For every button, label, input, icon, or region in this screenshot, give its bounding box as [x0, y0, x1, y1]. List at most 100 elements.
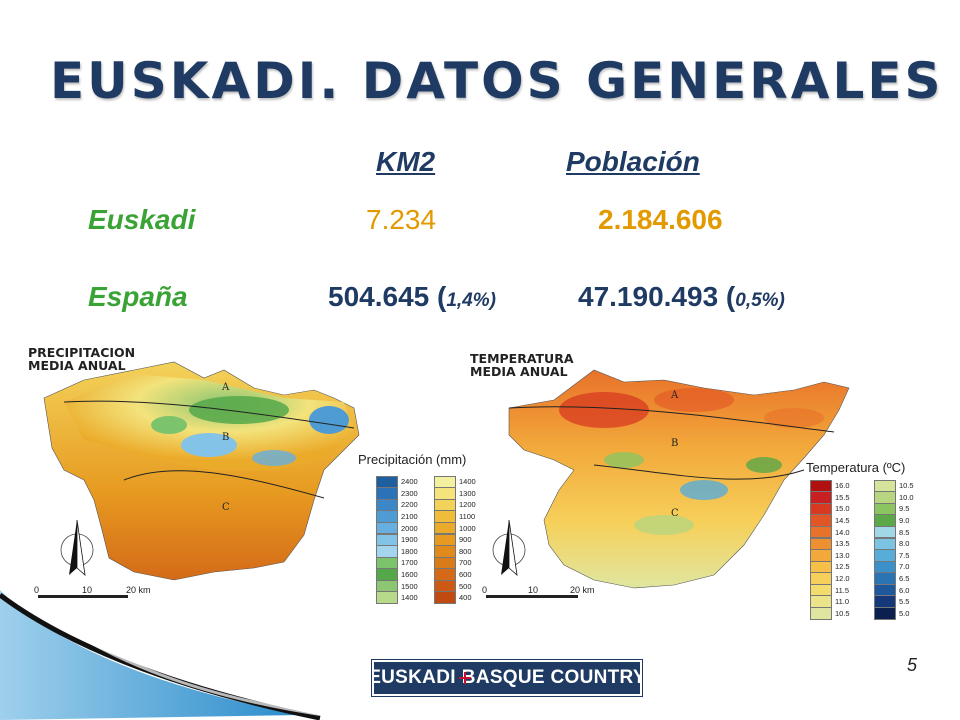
- precip-legend-row: 1400: [376, 591, 418, 604]
- espana-km2-number: 504.645 (: [328, 281, 447, 312]
- precip-legend-label: 2100: [401, 512, 418, 522]
- temp-legend-row: 14.0: [810, 525, 850, 539]
- temp-legend-label: 15.0: [835, 504, 850, 514]
- temp-legend-label: 7.5: [899, 550, 910, 560]
- precip-legend-label: 700: [459, 558, 472, 568]
- temp-legend-label: 10.0: [899, 492, 914, 502]
- precip-legend-left: 2400 2300 2200 2100 2000 1900 1800 1700 1600 1500…: [376, 475, 418, 604]
- row-label-espana: España: [88, 281, 188, 312]
- temp-legend-swatch: [874, 607, 896, 620]
- precip-legend-label: 500: [459, 581, 472, 591]
- precip-legend-row: 2400: [376, 475, 418, 489]
- row-label-euskadi: Euskadi: [88, 204, 196, 235]
- temp-legend-label: 10.5: [835, 608, 850, 618]
- temp-legend-label: 6.0: [899, 585, 910, 595]
- north-arrow-icon: [492, 519, 526, 577]
- precip-legend-row: 2300: [376, 487, 418, 500]
- temp-zone-b: B: [671, 438, 678, 449]
- precipitation-map-panel: A B C PRECIPITACION MEDIA ANUAL 0 10 20 …: [24, 340, 502, 630]
- temp-legend-right: 10.5 10.0 9.5 9.0 8.5 8.0 7.5 7.0 6.5 6.0 5.5 5.0: [874, 479, 914, 620]
- precip-scale-bar: [38, 595, 128, 598]
- precip-legend-label: 1400: [401, 593, 418, 603]
- temp-legend-row: 7.5: [874, 549, 914, 562]
- decorative-swoosh: [0, 590, 331, 720]
- page-title: EUSKADI. DATOS GENERALES: [50, 52, 944, 110]
- temp-legend-label: 14.0: [835, 527, 850, 537]
- temp-legend-label: 7.0: [899, 562, 910, 572]
- temp-legend-label: 8.0: [899, 539, 910, 549]
- temp-legend-label: 5.5: [899, 597, 910, 607]
- temp-legend-row: 15.5: [810, 491, 850, 504]
- temp-legend-swatch: [810, 607, 832, 620]
- temp-legend-row: 12.0: [810, 572, 850, 585]
- precip-scale-10: 10: [82, 585, 93, 595]
- precip-legend-swatch: [434, 591, 456, 604]
- temp-legend-label: 15.5: [835, 492, 850, 502]
- euskadi-basque-country-logo: EUSKADI BASQUE COUNTRY: [368, 659, 646, 697]
- espana-population-number: 47.190.493 (: [578, 281, 736, 312]
- precip-zone-b: B: [222, 432, 229, 443]
- precip-legend-swatch: [376, 591, 398, 604]
- precip-legend-label: 400: [459, 593, 472, 603]
- temp-legend-row: 6.0: [874, 583, 914, 597]
- precip-legend-label: 1400: [459, 477, 476, 487]
- precip-legend-label: 600: [459, 570, 472, 580]
- precip-legend-label: 1100: [459, 512, 476, 522]
- temp-zone-c: C: [671, 508, 679, 519]
- temp-legend-label: 16.0: [835, 481, 850, 491]
- temp-legend-row: 9.5: [874, 502, 914, 516]
- euskadi-population-value: 2.184.606: [598, 204, 723, 235]
- precip-legend-right: 1400 1300 1200 1100 1000 900 800 700 600 500 400: [434, 475, 476, 604]
- temperature-map-image: A B C: [486, 369, 850, 598]
- temperature-map-panel: A B C TEMPERATURA MEDIA ANUAL 0 10 20 km…: [464, 340, 954, 630]
- precip-legend-title: Precipitación (mm): [358, 452, 467, 467]
- precipitation-map-image: A B C: [38, 361, 360, 598]
- precip-legend-label: 1500: [401, 581, 418, 591]
- precip-legend-label: 2000: [401, 523, 418, 533]
- temp-legend-label: 8.5: [899, 527, 910, 537]
- precip-legend-label: 1800: [401, 546, 418, 556]
- temp-legend-row: 6.5: [874, 572, 914, 585]
- espana-km2-value: 504.645 (1,4%): [328, 281, 496, 313]
- temp-map-title: TEMPERATURA MEDIA ANUAL: [470, 351, 574, 379]
- page-number: 5: [907, 655, 918, 675]
- precip-legend-label: 1000: [459, 523, 476, 533]
- temp-legend-label: 9.0: [899, 516, 910, 526]
- temp-legend-row: 7.0: [874, 560, 914, 574]
- precip-legend-label: 1300: [459, 488, 476, 498]
- temp-legend-row: 8.5: [874, 525, 914, 539]
- espana-km2-percent: 1,4%): [446, 290, 496, 311]
- precip-legend-label: 2200: [401, 500, 418, 510]
- temp-scale-10: 10: [528, 585, 539, 595]
- precip-legend-row: 1800: [376, 545, 418, 558]
- temp-legend-label: 10.5: [899, 481, 914, 491]
- precip-map-title: PRECIPITACION MEDIA ANUAL: [28, 345, 136, 373]
- temp-scale-0: 0: [482, 585, 488, 595]
- temp-legend-row: 8.0: [874, 537, 914, 551]
- north-arrow-icon: [60, 519, 94, 577]
- temp-legend-row: 5.5: [874, 595, 914, 608]
- temp-legend-row: 10.0: [874, 491, 914, 504]
- temp-legend-row: 13.0: [810, 549, 850, 562]
- precip-legend-row: 1900: [376, 533, 418, 547]
- temp-legend-label: 12.5: [835, 562, 850, 572]
- temp-legend-row: 15.0: [810, 502, 850, 516]
- precip-legend-label: 2400: [401, 477, 418, 487]
- precip-legend-row: 1700: [376, 556, 418, 570]
- temp-legend-label: 14.5: [835, 516, 850, 526]
- temp-zone-a: A: [670, 390, 679, 401]
- precip-legend-label: 2300: [401, 488, 418, 498]
- temp-legend-label: 12.0: [835, 574, 850, 584]
- temp-legend-row: 10.5: [874, 479, 914, 493]
- precip-legend-row: 400: [434, 591, 476, 604]
- header-poblacion: Población: [566, 146, 700, 177]
- temp-legend-label: 13.5: [835, 539, 850, 549]
- temp-legend-row: 13.5: [810, 537, 850, 551]
- precip-legend-row: 2000: [376, 521, 418, 535]
- temp-legend-row: 5.0: [874, 607, 914, 620]
- precip-legend-label: 1700: [401, 558, 418, 568]
- precip-zone-a: A: [221, 382, 230, 393]
- temp-legend-left: 16.0 15.5 15.0 14.5 14.0 13.5 13.0 12.5 12.0 11.5…: [810, 479, 850, 620]
- precip-legend-label: 800: [459, 546, 472, 556]
- temp-scale-bar: [486, 595, 578, 598]
